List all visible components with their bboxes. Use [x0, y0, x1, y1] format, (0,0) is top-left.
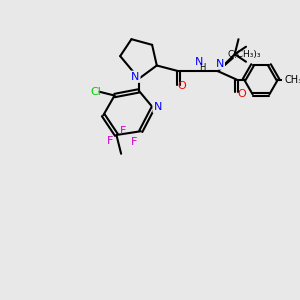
- Text: Cl: Cl: [90, 87, 101, 97]
- Text: F: F: [120, 126, 126, 136]
- Text: CH₃: CH₃: [285, 75, 300, 85]
- Text: N: N: [131, 72, 140, 82]
- Text: N: N: [195, 57, 203, 67]
- Text: N: N: [215, 58, 224, 69]
- Text: H: H: [200, 63, 206, 72]
- Text: N: N: [154, 102, 162, 112]
- Text: C(CH₃)₃: C(CH₃)₃: [227, 50, 261, 59]
- Text: F: F: [131, 136, 137, 146]
- Text: F: F: [107, 136, 113, 146]
- Text: O: O: [237, 89, 246, 99]
- Text: O: O: [178, 81, 187, 91]
